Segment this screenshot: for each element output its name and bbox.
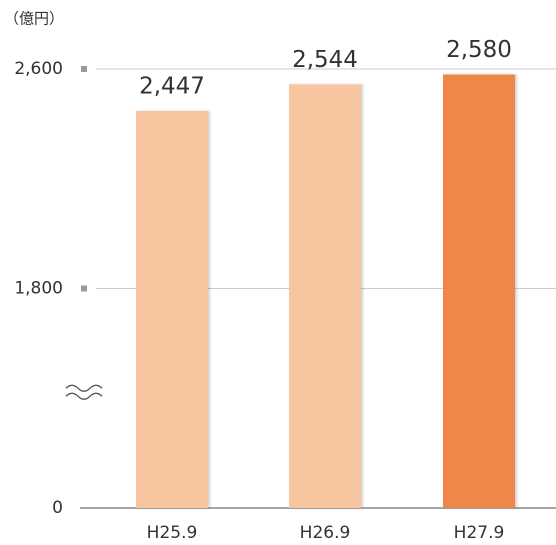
value-label: 2,544 [292,47,358,73]
y-tick-label: 1,800 [14,279,63,299]
bar [443,74,515,509]
y-tick-label: 0 [52,498,63,518]
bar [136,110,208,509]
x-tick-label: H27.9 [454,523,505,543]
x-tick-label: H25.9 [147,523,198,543]
value-label: 2,580 [446,37,512,63]
bar [289,84,361,509]
break-mark [65,384,103,392]
axis-break [65,384,103,400]
unit-label: （億円） [4,10,64,28]
tick-mark [81,285,87,292]
break-mark [65,392,103,400]
tick-mark [81,66,87,72]
x-tick-label: H26.9 [300,523,351,543]
y-tick-label: 2,600 [14,59,63,79]
value-label: 2,447 [139,73,205,99]
